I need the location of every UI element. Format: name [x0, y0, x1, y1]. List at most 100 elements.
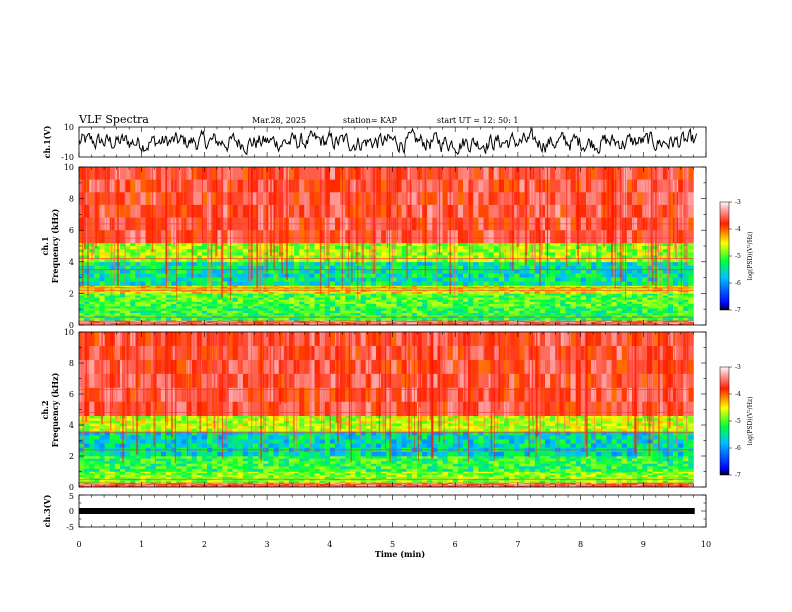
spectrogram-cell — [130, 301, 136, 305]
spectrogram-cell — [406, 269, 413, 274]
spectrogram-cell — [186, 297, 192, 301]
spectrogram-cell — [294, 258, 300, 263]
spectrogram-cell — [375, 313, 382, 316]
spectrogram-cell — [483, 261, 489, 267]
spectrogram-cell — [452, 292, 459, 294]
spectrogram-cell — [427, 293, 433, 296]
spectrogram-cell — [406, 288, 413, 290]
spectrogram-cell — [94, 306, 100, 309]
spectrogram-cell — [355, 313, 361, 316]
spectrogram-cell — [519, 192, 525, 206]
spectrogram-cell — [427, 285, 433, 288]
spectrogram-cell — [166, 167, 172, 180]
spectrogram-cell — [504, 273, 510, 278]
spectrogram-cell — [437, 288, 443, 290]
spectrogram-cell — [299, 292, 305, 294]
spectrogram-cell — [667, 295, 674, 298]
spectrogram-cell — [140, 321, 146, 323]
spectrogram-cell — [642, 297, 648, 301]
spectrogram-cell — [370, 293, 377, 296]
spectrogram-cell — [145, 301, 151, 305]
spectrogram-cell — [606, 192, 612, 206]
spectrogram-cell — [580, 167, 587, 180]
spectrogram-cell — [626, 273, 633, 278]
spectrogram-cell — [140, 269, 146, 274]
spectrogram-cell — [550, 292, 556, 294]
spectrogram-cell — [114, 308, 121, 312]
spectrogram-cell — [560, 249, 566, 253]
spectrogram-cell — [504, 167, 510, 180]
spectrogram-cell — [601, 249, 607, 253]
spectrogram-cell — [570, 269, 576, 274]
spectrogram-cell — [596, 246, 602, 250]
spectrogram-cell — [360, 301, 367, 305]
spectrogram-cell — [463, 167, 469, 180]
spectrogram-cell — [478, 323, 484, 325]
spectrogram-cell — [524, 292, 530, 294]
spectrogram-cell — [263, 285, 269, 288]
spectrogram-cell — [299, 192, 305, 206]
spectrogram-cell — [329, 167, 336, 180]
spectrogram-cell — [647, 269, 653, 274]
spectrogram-cell — [616, 204, 623, 218]
spectrogram-cell — [473, 293, 479, 296]
spectrogram-cell — [273, 277, 279, 282]
spectrogram-cell — [616, 301, 623, 305]
spectrogram-cell — [145, 292, 151, 294]
spectrogram-cell — [135, 323, 141, 325]
spectrogram-cell — [391, 308, 397, 312]
spectrogram-cell — [258, 323, 264, 325]
spectrogram-cell — [160, 255, 167, 259]
spectrogram-cell — [273, 293, 279, 296]
spectrogram-cell — [688, 297, 694, 301]
spectrogram-cell — [437, 269, 443, 274]
spectrogram-cell — [217, 261, 223, 267]
spectrogram-cell — [437, 299, 443, 303]
spectrogram-cell — [632, 306, 638, 309]
spectrogram-cell — [509, 281, 515, 286]
spectrogram-cell — [160, 269, 167, 274]
spectrogram-cell — [119, 301, 126, 305]
spectrogram-cell — [104, 261, 111, 267]
spectrogram-cell — [273, 290, 279, 293]
spectrogram-cell — [242, 252, 249, 256]
spectrogram-cell — [324, 281, 331, 286]
spectrogram-cell — [140, 246, 146, 250]
spectrogram-cell — [99, 261, 105, 267]
spectrogram-cell — [391, 277, 397, 282]
spectrogram-cell — [442, 242, 448, 247]
spectrogram-cell — [401, 255, 408, 259]
spectrogram-cell — [222, 310, 228, 314]
spectrogram-cell — [247, 321, 254, 323]
spectrogram-cell — [386, 249, 392, 253]
spectrogram-cell — [524, 293, 530, 296]
spectrogram-cell — [539, 321, 546, 323]
spectrogram-cell — [360, 317, 367, 321]
spectrogram-cell — [119, 277, 126, 282]
spectrogram-cell — [201, 261, 208, 267]
spectrogram-cell — [550, 306, 556, 309]
spectrogram-cell — [432, 258, 438, 263]
spectrogram-cell — [662, 252, 669, 256]
spectrogram-cell — [273, 285, 279, 288]
spectrogram-cell — [504, 192, 510, 206]
spectrogram-cell — [247, 301, 254, 305]
spectrogram-cell — [626, 252, 633, 256]
spectrogram-cell — [621, 192, 628, 206]
spectrogram-cell — [427, 281, 433, 286]
spectrogram-cell — [534, 285, 541, 288]
spectrogram-cell — [493, 255, 500, 259]
spectrogram-cell — [473, 321, 479, 323]
spectrogram-cell — [463, 295, 469, 298]
spectrogram-cell — [621, 273, 628, 278]
spectrogram-cell — [355, 308, 361, 312]
spectrogram-cell — [242, 310, 249, 314]
spectrogram-cell — [601, 306, 607, 309]
spectrogram-cell — [109, 308, 116, 312]
spectrogram-cell — [560, 246, 566, 250]
spectrogram-cell — [314, 261, 320, 267]
spectrogram-cell — [478, 258, 484, 263]
spectrogram-cell — [534, 281, 541, 286]
spectrogram-cell — [114, 321, 121, 323]
spectrogram-cell — [452, 252, 459, 256]
